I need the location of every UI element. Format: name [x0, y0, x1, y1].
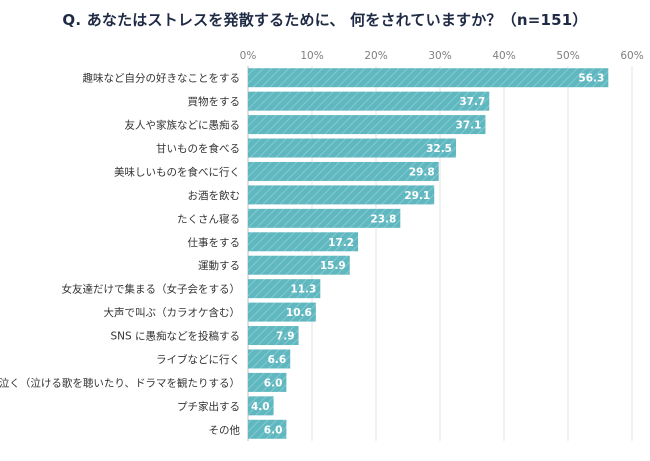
category-label: 泣く（泣ける歌を聴いたり、ドラマを観たりする）: [0, 376, 240, 389]
data-label: 29.8: [409, 166, 435, 178]
data-label: 56.3: [578, 73, 604, 85]
category-labels: 趣味など自分の好きなことをする買物をする友人や家族などに愚痴る甘いものを食べる美…: [0, 72, 240, 437]
bars: [248, 68, 609, 439]
chart-title: Q. あなたはストレスを発散するために、 何をされていますか？（n=151）: [62, 11, 588, 29]
data-label: 11.3: [290, 284, 316, 296]
data-label: 23.8: [370, 213, 396, 225]
data-labels: 56.3 37.7 37.1 32.5 29.8 29.1 23.8 17.2 15.9 11.3…: [251, 73, 604, 437]
data-label: 15.9: [320, 260, 346, 272]
data-label: 10.6: [286, 307, 312, 319]
x-tick-label: 0%: [240, 50, 257, 62]
bar: [248, 326, 299, 346]
data-label: 6.0: [264, 424, 283, 436]
category-label: 甘いものを食べる: [156, 142, 240, 155]
data-label: 29.1: [404, 190, 430, 202]
bar: [248, 279, 321, 299]
bar: [248, 138, 456, 158]
x-tick-label: 40%: [492, 50, 515, 62]
category-label: お酒を飲む: [188, 189, 241, 202]
bar: [248, 91, 490, 111]
bar: [248, 232, 359, 252]
bar: [248, 161, 439, 181]
bar: [248, 396, 274, 416]
bar: [248, 255, 350, 275]
data-label: 6.6: [268, 354, 287, 366]
bar: [248, 302, 316, 322]
data-label: 6.0: [264, 377, 283, 389]
bar: [248, 68, 609, 88]
bar: [248, 185, 435, 205]
category-label: たくさん寝る: [177, 212, 240, 225]
category-label: 運動する: [198, 259, 240, 272]
x-tick-label: 60%: [620, 50, 643, 62]
category-label: その他: [209, 423, 241, 436]
bar: [248, 115, 486, 135]
bar: [248, 419, 287, 439]
category-label: 女友達だけで集まる（女子会をする）: [62, 283, 241, 296]
x-tick-label: 20%: [364, 50, 387, 62]
data-label: 32.5: [426, 143, 452, 155]
data-label: 37.7: [459, 96, 485, 108]
category-label: 美味しいものを食べに行く: [114, 165, 240, 178]
category-label: 大声で叫ぶ（カラオケ含む）: [104, 306, 241, 319]
category-label: SNS に愚痴などを投稿する: [110, 330, 240, 343]
bar: [248, 349, 291, 369]
category-label: 友人や家族などに愚痴る: [125, 119, 241, 132]
data-label: 37.1: [456, 120, 482, 132]
bar: [248, 208, 401, 228]
category-label: ライブなどに行く: [156, 353, 240, 366]
bar: [248, 372, 287, 392]
category-label: 買物をする: [188, 95, 241, 108]
x-tick-label: 50%: [556, 50, 579, 62]
data-label: 7.9: [276, 331, 295, 343]
category-label: 仕事をする: [188, 236, 241, 249]
x-tick-label: 30%: [428, 50, 451, 62]
data-label: 4.0: [251, 401, 270, 413]
x-tick-label: 10%: [300, 50, 323, 62]
data-label: 17.2: [328, 237, 354, 249]
category-label: 趣味など自分の好きなことをする: [83, 72, 241, 85]
category-label: プチ家出する: [177, 400, 240, 413]
x-axis-ticks: 0% 10% 20% 30% 40% 50% 60%: [240, 50, 644, 62]
